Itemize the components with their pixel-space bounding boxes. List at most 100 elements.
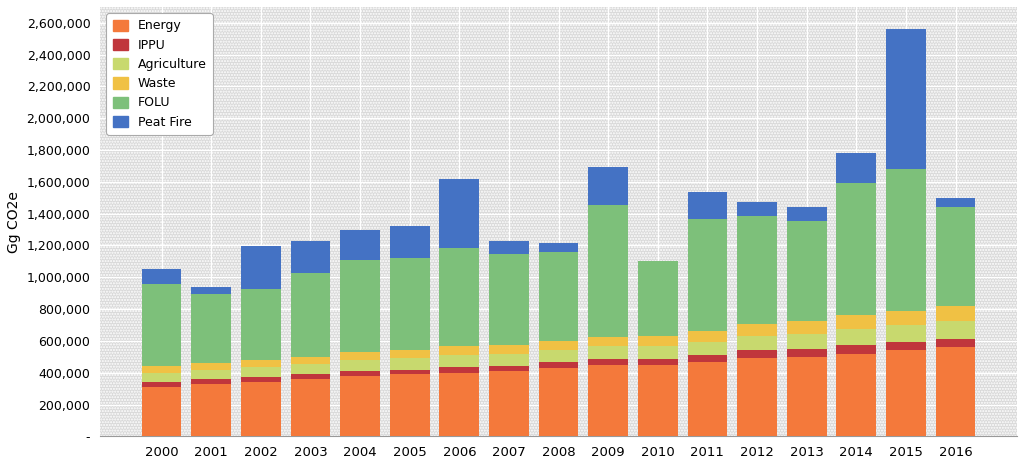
- Bar: [886, 342, 926, 350]
- Bar: [589, 347, 628, 359]
- Bar: [638, 359, 678, 365]
- Bar: [786, 206, 826, 221]
- Bar: [191, 363, 231, 370]
- Bar: [141, 382, 181, 387]
- Bar: [886, 311, 926, 325]
- Bar: [687, 330, 727, 342]
- Bar: [489, 241, 528, 254]
- Legend: Energy, IPPU, Agriculture, Waste, FOLU, Peat Fire: Energy, IPPU, Agriculture, Waste, FOLU, …: [106, 13, 213, 135]
- Bar: [936, 321, 976, 338]
- Bar: [291, 357, 331, 364]
- Bar: [141, 284, 181, 366]
- Bar: [589, 337, 628, 347]
- Bar: [589, 167, 628, 205]
- Bar: [837, 329, 877, 345]
- Bar: [489, 254, 528, 344]
- Bar: [340, 260, 380, 352]
- Bar: [390, 258, 429, 350]
- Bar: [539, 350, 579, 363]
- Bar: [638, 261, 678, 336]
- Bar: [737, 216, 777, 324]
- Bar: [340, 230, 380, 260]
- Bar: [439, 355, 479, 367]
- Bar: [837, 354, 877, 436]
- Bar: [390, 370, 429, 374]
- Bar: [936, 207, 976, 306]
- Bar: [737, 358, 777, 436]
- Bar: [539, 252, 579, 341]
- Bar: [786, 334, 826, 349]
- Bar: [786, 357, 826, 436]
- Bar: [539, 341, 579, 350]
- Bar: [340, 360, 380, 371]
- Bar: [837, 184, 877, 315]
- Bar: [539, 363, 579, 368]
- Bar: [439, 367, 479, 373]
- Bar: [687, 192, 727, 219]
- Bar: [390, 358, 429, 370]
- Bar: [489, 365, 528, 371]
- Bar: [241, 289, 281, 360]
- Bar: [439, 373, 479, 436]
- Bar: [241, 246, 281, 289]
- Bar: [100, 7, 1017, 436]
- Bar: [390, 374, 429, 436]
- Bar: [489, 354, 528, 365]
- Bar: [141, 373, 181, 382]
- Bar: [241, 360, 281, 367]
- Bar: [291, 364, 331, 374]
- Bar: [489, 371, 528, 436]
- Bar: [638, 365, 678, 436]
- Bar: [439, 248, 479, 347]
- Bar: [191, 384, 231, 436]
- Bar: [786, 349, 826, 357]
- Bar: [936, 306, 976, 321]
- Bar: [737, 324, 777, 336]
- Bar: [737, 350, 777, 358]
- Bar: [291, 374, 331, 379]
- Bar: [837, 315, 877, 329]
- Bar: [191, 287, 231, 295]
- Bar: [786, 321, 826, 334]
- Bar: [936, 198, 976, 207]
- Bar: [886, 325, 926, 342]
- Bar: [936, 347, 976, 436]
- Bar: [886, 29, 926, 169]
- Bar: [291, 379, 331, 436]
- Bar: [241, 382, 281, 436]
- Bar: [340, 376, 380, 436]
- Bar: [837, 345, 877, 354]
- Bar: [687, 362, 727, 436]
- Bar: [390, 226, 429, 258]
- Bar: [886, 169, 926, 311]
- Bar: [638, 347, 678, 359]
- Y-axis label: Gg CO2e: Gg CO2e: [7, 191, 20, 253]
- Bar: [291, 241, 331, 273]
- Bar: [340, 352, 380, 360]
- Bar: [737, 336, 777, 350]
- Bar: [687, 219, 727, 330]
- Bar: [786, 221, 826, 321]
- Bar: [539, 368, 579, 436]
- Bar: [439, 347, 479, 355]
- Bar: [589, 365, 628, 436]
- Bar: [539, 243, 579, 252]
- Bar: [589, 359, 628, 365]
- Bar: [737, 202, 777, 216]
- Bar: [141, 366, 181, 373]
- Bar: [687, 355, 727, 362]
- Bar: [687, 342, 727, 355]
- Bar: [191, 370, 231, 379]
- Bar: [886, 350, 926, 436]
- Bar: [241, 367, 281, 377]
- Bar: [489, 344, 528, 354]
- Bar: [141, 269, 181, 284]
- Bar: [291, 273, 331, 357]
- Bar: [837, 153, 877, 184]
- Bar: [191, 379, 231, 384]
- Bar: [638, 336, 678, 347]
- Bar: [936, 338, 976, 347]
- Bar: [241, 377, 281, 382]
- Bar: [439, 179, 479, 248]
- Bar: [191, 295, 231, 363]
